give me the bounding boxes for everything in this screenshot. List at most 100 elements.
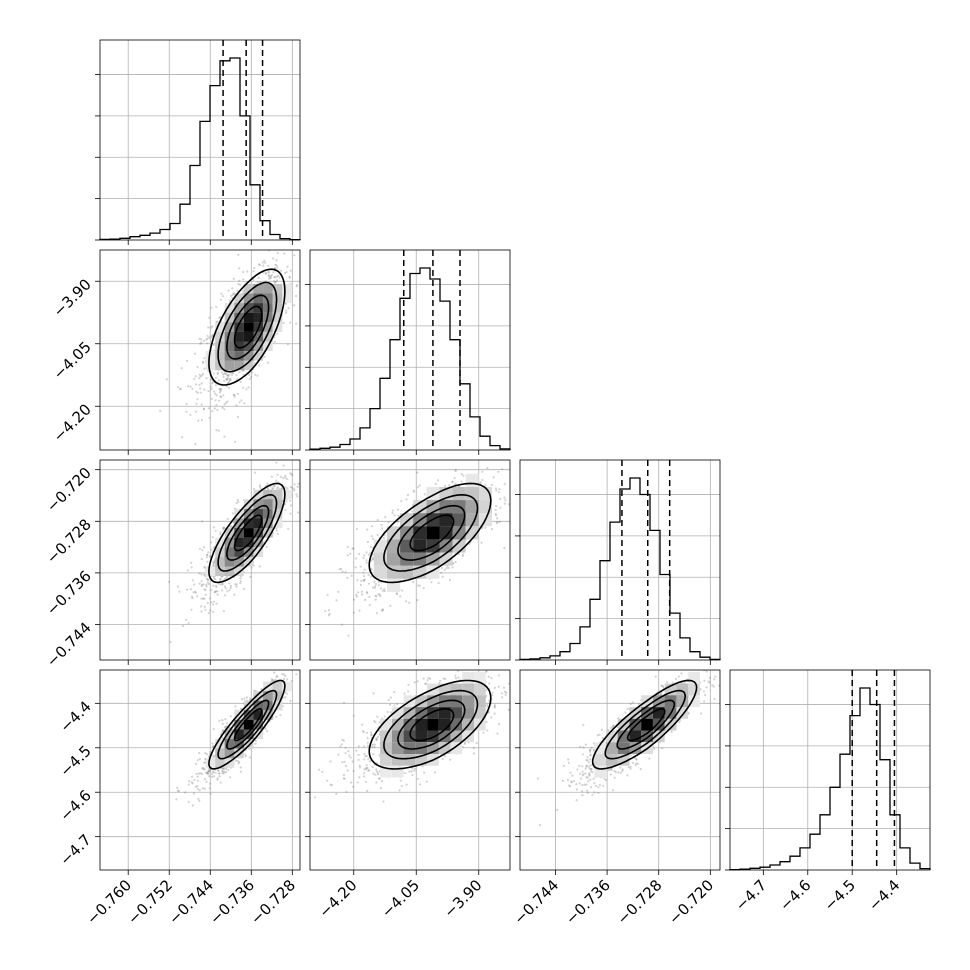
sample-point bbox=[190, 561, 193, 565]
sample-point bbox=[267, 271, 270, 274]
sample-point bbox=[220, 395, 223, 398]
sample-point bbox=[413, 490, 416, 493]
sample-point bbox=[227, 380, 230, 384]
density-cell bbox=[205, 360, 216, 371]
sample-point bbox=[187, 622, 190, 625]
sample-point bbox=[220, 387, 223, 391]
density-cell bbox=[282, 283, 292, 294]
density-cell bbox=[272, 508, 283, 519]
sample-point bbox=[272, 257, 275, 260]
sample-point bbox=[494, 512, 497, 515]
sample-point bbox=[228, 589, 231, 592]
density-cell bbox=[234, 537, 244, 548]
sample-point bbox=[261, 261, 264, 264]
sample-point bbox=[219, 315, 222, 319]
sample-point bbox=[211, 334, 214, 337]
density-cell bbox=[243, 341, 254, 352]
sample-point bbox=[222, 729, 225, 732]
sample-point bbox=[207, 407, 210, 410]
sample-point bbox=[223, 526, 226, 530]
sample-point bbox=[494, 487, 498, 490]
sample-point bbox=[239, 380, 242, 384]
sample-point bbox=[218, 399, 221, 402]
density-cell bbox=[413, 526, 427, 540]
sample-point bbox=[284, 476, 287, 479]
sample-point bbox=[218, 388, 221, 391]
sample-point bbox=[370, 575, 373, 579]
sample-point bbox=[379, 595, 382, 598]
sample-point bbox=[350, 574, 353, 577]
sample-point bbox=[219, 298, 223, 301]
sample-point bbox=[254, 373, 257, 376]
sample-point bbox=[213, 559, 216, 563]
sample-point bbox=[191, 782, 194, 785]
sample-point bbox=[199, 342, 202, 345]
sample-point bbox=[276, 486, 280, 489]
density-cell bbox=[234, 508, 244, 519]
sample-point bbox=[351, 547, 354, 550]
sample-point bbox=[272, 484, 275, 488]
sample-point bbox=[418, 484, 421, 487]
sample-point bbox=[271, 487, 274, 490]
sample-point bbox=[233, 394, 236, 397]
sample-point bbox=[228, 379, 232, 382]
sample-point bbox=[383, 590, 386, 593]
sample-point bbox=[380, 523, 383, 527]
sample-point bbox=[499, 497, 502, 500]
sample-point bbox=[238, 401, 241, 404]
sample-point bbox=[215, 585, 218, 588]
sample-point bbox=[295, 294, 298, 298]
sample-point bbox=[205, 771, 208, 774]
sample-point bbox=[200, 338, 203, 341]
sample-point bbox=[200, 382, 203, 385]
hist-frame-1 bbox=[309, 249, 511, 451]
sample-point bbox=[221, 770, 224, 773]
sample-point bbox=[189, 588, 192, 591]
sample-point bbox=[362, 556, 365, 560]
sample-point bbox=[238, 283, 242, 286]
density-cell bbox=[234, 556, 244, 567]
sample-point bbox=[242, 278, 245, 281]
sample-point bbox=[229, 586, 232, 590]
density-cell bbox=[465, 473, 479, 487]
sample-point bbox=[346, 545, 349, 549]
sample-point bbox=[206, 772, 209, 776]
sample-point bbox=[368, 603, 371, 607]
density-cell bbox=[234, 351, 244, 361]
sample-point bbox=[363, 554, 366, 557]
density-cell bbox=[234, 341, 244, 352]
sample-point bbox=[224, 726, 227, 729]
sample-point bbox=[232, 277, 235, 280]
sample-point bbox=[189, 413, 192, 416]
sample-point bbox=[201, 549, 204, 552]
density-cell bbox=[439, 539, 453, 553]
sample-point bbox=[231, 371, 234, 374]
contour-level-3 bbox=[368, 482, 492, 584]
sample-point bbox=[417, 584, 420, 587]
sample-point bbox=[416, 599, 419, 602]
sample-point bbox=[227, 386, 231, 389]
sample-point bbox=[203, 761, 206, 764]
sample-point bbox=[225, 377, 228, 381]
hist-frame-2 bbox=[519, 459, 721, 661]
density-cell bbox=[439, 526, 453, 540]
sample-point bbox=[211, 410, 214, 413]
sample-point bbox=[228, 582, 231, 585]
sample-point bbox=[226, 378, 229, 381]
sample-point bbox=[210, 548, 213, 551]
sample-point bbox=[267, 270, 270, 273]
sample-point bbox=[360, 579, 363, 583]
sample-point bbox=[212, 563, 215, 566]
density-cell bbox=[253, 508, 264, 519]
sample-point bbox=[286, 478, 289, 481]
density-cell bbox=[224, 556, 235, 567]
sample-point bbox=[282, 321, 285, 325]
sample-point bbox=[205, 338, 208, 341]
sample-point bbox=[408, 601, 411, 604]
sample-point bbox=[346, 554, 349, 557]
sample-point bbox=[193, 352, 196, 355]
density-cell bbox=[452, 526, 466, 540]
sample-point bbox=[195, 390, 198, 393]
sample-point bbox=[238, 370, 241, 374]
sample-point bbox=[263, 355, 266, 358]
